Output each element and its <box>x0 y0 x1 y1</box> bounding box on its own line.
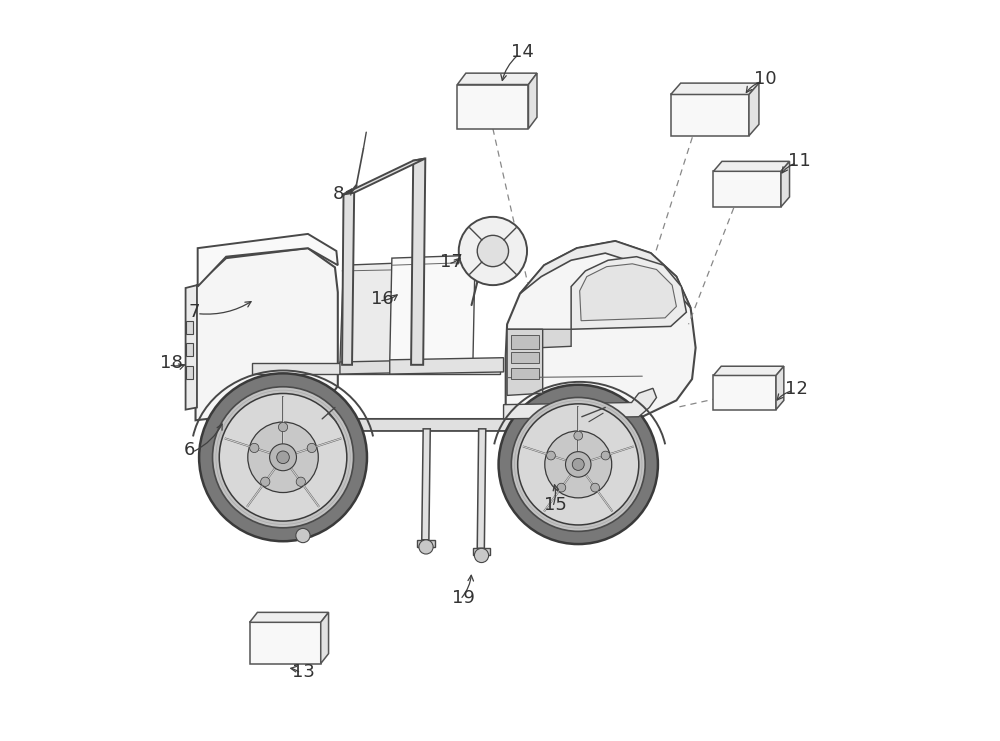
Polygon shape <box>457 73 537 84</box>
Polygon shape <box>473 548 490 556</box>
Circle shape <box>566 452 591 477</box>
Circle shape <box>459 217 527 285</box>
Polygon shape <box>511 352 539 363</box>
Circle shape <box>499 385 658 544</box>
Circle shape <box>250 443 259 453</box>
Polygon shape <box>417 539 435 547</box>
Polygon shape <box>186 285 197 410</box>
Polygon shape <box>250 612 329 622</box>
Polygon shape <box>671 83 759 95</box>
Text: 13: 13 <box>292 662 315 681</box>
Text: 12: 12 <box>785 379 807 397</box>
Polygon shape <box>713 376 776 410</box>
Polygon shape <box>507 329 543 396</box>
Circle shape <box>296 528 310 542</box>
Circle shape <box>574 431 583 440</box>
Circle shape <box>277 451 289 464</box>
Circle shape <box>547 451 555 460</box>
Text: 6: 6 <box>183 442 195 459</box>
Polygon shape <box>713 171 781 207</box>
Circle shape <box>278 422 288 432</box>
Circle shape <box>261 477 270 486</box>
Circle shape <box>419 539 433 554</box>
Polygon shape <box>507 329 571 349</box>
Circle shape <box>270 444 296 471</box>
Circle shape <box>601 451 610 460</box>
Text: 19: 19 <box>452 588 475 607</box>
Polygon shape <box>671 95 749 136</box>
Polygon shape <box>411 159 425 365</box>
Polygon shape <box>457 84 528 129</box>
Text: 18: 18 <box>160 354 183 372</box>
Circle shape <box>572 459 584 471</box>
Polygon shape <box>580 264 676 321</box>
Polygon shape <box>340 262 416 363</box>
Text: 17: 17 <box>440 253 462 271</box>
Polygon shape <box>186 344 193 356</box>
Polygon shape <box>340 360 440 374</box>
Text: 14: 14 <box>511 43 534 61</box>
Circle shape <box>474 548 489 562</box>
Text: 11: 11 <box>788 152 811 170</box>
Polygon shape <box>511 368 539 379</box>
Circle shape <box>477 236 509 267</box>
Polygon shape <box>390 255 475 362</box>
Text: 8: 8 <box>333 185 344 203</box>
Polygon shape <box>749 83 759 136</box>
Polygon shape <box>298 429 307 528</box>
Polygon shape <box>344 159 425 194</box>
Polygon shape <box>390 358 504 374</box>
Circle shape <box>199 373 367 541</box>
Circle shape <box>545 431 612 498</box>
Polygon shape <box>252 410 642 431</box>
Polygon shape <box>196 248 338 420</box>
Polygon shape <box>776 366 784 410</box>
Circle shape <box>511 397 645 531</box>
Text: 15: 15 <box>544 496 567 514</box>
Polygon shape <box>511 335 539 349</box>
Circle shape <box>307 443 316 453</box>
Polygon shape <box>528 73 537 129</box>
Text: 7: 7 <box>188 303 200 321</box>
Circle shape <box>248 422 318 493</box>
Polygon shape <box>571 256 686 329</box>
Circle shape <box>518 404 639 525</box>
Polygon shape <box>252 363 500 374</box>
Polygon shape <box>504 388 656 419</box>
Text: 10: 10 <box>754 70 777 88</box>
Polygon shape <box>186 366 193 379</box>
Polygon shape <box>198 234 338 287</box>
Circle shape <box>219 393 347 521</box>
Polygon shape <box>781 162 790 207</box>
Text: 16: 16 <box>371 290 393 308</box>
Circle shape <box>213 387 354 528</box>
Circle shape <box>591 483 599 492</box>
Polygon shape <box>520 241 691 308</box>
Polygon shape <box>250 622 321 664</box>
Circle shape <box>557 483 566 492</box>
Polygon shape <box>342 193 354 365</box>
Polygon shape <box>713 162 790 171</box>
Polygon shape <box>186 321 193 333</box>
Polygon shape <box>207 420 321 481</box>
Polygon shape <box>477 429 486 548</box>
Polygon shape <box>713 366 784 376</box>
Polygon shape <box>422 429 430 539</box>
Polygon shape <box>506 241 696 419</box>
Polygon shape <box>294 528 312 536</box>
Polygon shape <box>321 612 329 664</box>
Circle shape <box>296 477 305 486</box>
